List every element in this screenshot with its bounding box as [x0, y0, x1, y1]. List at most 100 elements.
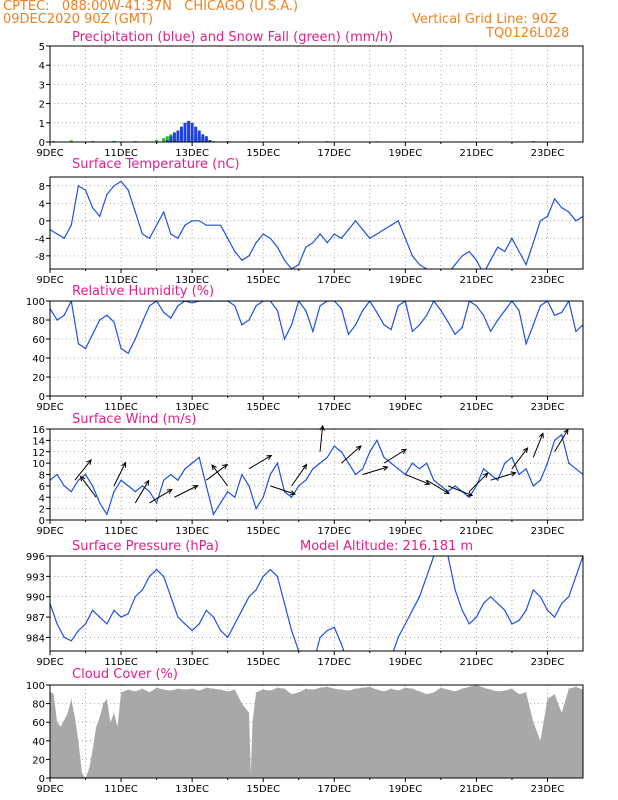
data-point	[539, 305, 541, 307]
data-point	[234, 623, 236, 625]
data-point	[227, 237, 229, 239]
data-point	[113, 321, 115, 323]
data-point	[525, 691, 527, 693]
data-point	[312, 330, 314, 332]
data-point	[113, 609, 115, 611]
data-point	[234, 305, 236, 307]
data-point	[362, 309, 364, 312]
data-point	[482, 602, 485, 605]
data-point	[561, 311, 563, 313]
wind-arrow-head	[482, 472, 489, 479]
x-tick-label: 11DEC	[104, 526, 138, 537]
x-tick-label: 19DEC	[388, 402, 422, 413]
data-point	[99, 215, 101, 218]
y-tick-label: 0	[39, 392, 45, 403]
wind-arrow	[341, 445, 362, 464]
data-point	[347, 462, 350, 464]
data-point	[198, 690, 200, 692]
header-date: 09DEC2020 90Z (GMT)	[3, 12, 154, 27]
data-point	[70, 640, 72, 642]
data-point	[102, 703, 104, 705]
y-tick-label: 12	[32, 448, 45, 459]
data-point	[170, 233, 172, 235]
data-point	[148, 691, 150, 693]
x-tick-label: 15DEC	[246, 784, 280, 795]
header-code: TQ0126L028	[486, 26, 570, 41]
precip-bar	[190, 122, 194, 142]
x-tick-label: 9DEC	[36, 148, 63, 159]
data-point	[177, 237, 179, 239]
y-tick-label: 100	[26, 297, 45, 308]
x-tick-label: 21DEC	[460, 784, 494, 795]
data-point	[106, 623, 108, 625]
panel-0	[46, 45, 584, 146]
wind-arrow	[490, 472, 516, 481]
wind-arrow	[113, 462, 127, 487]
data-point	[355, 688, 357, 690]
x-tick-label: 11DEC	[104, 275, 138, 286]
data-point	[163, 575, 165, 577]
wind-arrow	[426, 479, 450, 494]
snow-bar	[165, 136, 169, 142]
data-point	[553, 314, 556, 316]
data-point	[191, 688, 193, 690]
data-point	[518, 309, 520, 312]
precip-bar	[183, 122, 187, 142]
data-point	[241, 259, 243, 261]
x-tick-label: 11DEC	[104, 148, 138, 159]
precip-bar	[204, 136, 208, 142]
precip-bar	[172, 132, 176, 142]
snow-bar	[155, 140, 159, 142]
data-point	[539, 740, 541, 742]
data-point	[305, 688, 307, 690]
x-tick-label: 17DEC	[317, 526, 351, 537]
data-point	[532, 485, 534, 487]
snow-bar	[162, 138, 166, 142]
x-tick-label: 23DEC	[531, 657, 565, 668]
data-point	[276, 462, 279, 464]
data-point	[148, 575, 151, 577]
data-point	[269, 690, 271, 692]
data-point	[120, 347, 122, 350]
data-point	[319, 305, 321, 307]
data-point	[234, 689, 236, 691]
data-point	[298, 264, 300, 266]
data-point	[504, 309, 506, 312]
data-point	[305, 309, 307, 312]
data-point	[376, 311, 378, 313]
data-point	[447, 273, 448, 274]
data-point	[269, 473, 271, 476]
data-point	[568, 462, 570, 464]
x-tick-label: 11DEC	[104, 657, 138, 668]
data-point	[411, 688, 413, 690]
data-point	[127, 689, 129, 691]
y-tick-label: 0	[39, 516, 45, 527]
data-point	[67, 712, 69, 714]
data-point	[127, 189, 129, 191]
data-point	[191, 630, 193, 632]
data-point	[99, 717, 101, 719]
data-point	[475, 305, 477, 307]
y-tick-label: 990	[26, 593, 45, 604]
data-point	[475, 259, 477, 261]
data-point	[319, 636, 321, 639]
data-point	[575, 575, 577, 577]
data-point	[291, 496, 293, 498]
data-point	[525, 468, 527, 470]
data-point	[490, 330, 492, 332]
data-point	[433, 273, 434, 274]
data-point	[283, 490, 286, 493]
wind-arrow-head	[121, 461, 127, 468]
data-point	[447, 689, 449, 691]
data-point	[56, 473, 58, 476]
data-point	[53, 693, 55, 695]
data-point	[376, 233, 378, 235]
y-tick-label: 20	[32, 755, 45, 766]
wind-arrow	[511, 447, 528, 470]
x-tick-label: 15DEC	[246, 526, 280, 537]
x-tick-label: 9DEC	[36, 402, 63, 413]
data-point	[212, 688, 214, 690]
data-point	[276, 309, 279, 312]
data-point	[298, 691, 300, 693]
